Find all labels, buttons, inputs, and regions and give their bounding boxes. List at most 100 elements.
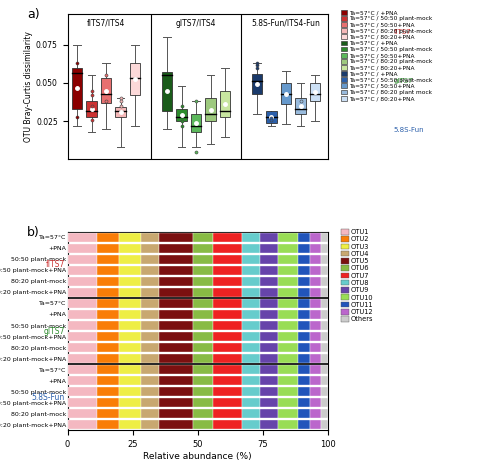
- Text: a): a): [27, 9, 40, 21]
- Bar: [298, 299, 310, 308]
- Bar: [68, 299, 96, 308]
- Bar: [213, 377, 242, 385]
- Bar: [193, 343, 213, 352]
- Bar: [278, 387, 298, 396]
- Bar: [310, 420, 321, 429]
- Bar: [310, 288, 321, 297]
- Bar: [310, 387, 321, 396]
- Bar: [68, 288, 96, 297]
- Bar: [193, 354, 213, 363]
- Bar: [321, 288, 328, 297]
- Bar: [142, 299, 160, 308]
- Bar: [68, 343, 96, 352]
- Bar: [278, 343, 298, 352]
- Bar: [72, 68, 83, 109]
- Bar: [119, 233, 142, 242]
- Bar: [321, 277, 328, 286]
- Bar: [278, 354, 298, 363]
- Bar: [160, 321, 193, 330]
- Bar: [296, 98, 306, 114]
- Text: fITS7/ITS4: fITS7/ITS4: [87, 19, 126, 28]
- Bar: [142, 321, 160, 330]
- Bar: [298, 420, 310, 429]
- Bar: [119, 420, 142, 429]
- Bar: [68, 420, 96, 429]
- Bar: [96, 343, 119, 352]
- Bar: [142, 398, 160, 407]
- Bar: [298, 387, 310, 396]
- Bar: [298, 332, 310, 341]
- Bar: [142, 233, 160, 242]
- Bar: [213, 255, 242, 263]
- Bar: [68, 244, 96, 253]
- Bar: [213, 244, 242, 253]
- Bar: [213, 420, 242, 429]
- Y-axis label: OTU Bray-Curtis dissimilarity: OTU Bray-Curtis dissimilarity: [24, 31, 33, 142]
- Bar: [96, 377, 119, 385]
- Bar: [213, 332, 242, 341]
- Bar: [260, 410, 278, 418]
- Legend: OTU1, OTU2, OTU3, OTU4, OTU5, OTU6, OTU7, OTU8, OTU9, OTU10, OTU11, OTU12, Other: OTU1, OTU2, OTU3, OTU4, OTU5, OTU6, OTU7…: [341, 229, 374, 322]
- Bar: [68, 410, 96, 418]
- Bar: [160, 420, 193, 429]
- Bar: [298, 277, 310, 286]
- Bar: [119, 410, 142, 418]
- Bar: [260, 255, 278, 263]
- Bar: [321, 354, 328, 363]
- Bar: [310, 299, 321, 308]
- Bar: [119, 288, 142, 297]
- Bar: [119, 398, 142, 407]
- Bar: [160, 377, 193, 385]
- Bar: [119, 321, 142, 330]
- Bar: [298, 244, 310, 253]
- Bar: [298, 288, 310, 297]
- Bar: [310, 277, 321, 286]
- Bar: [321, 321, 328, 330]
- Bar: [193, 377, 213, 385]
- Bar: [160, 343, 193, 352]
- Bar: [119, 343, 142, 352]
- Bar: [321, 310, 328, 319]
- Bar: [68, 365, 96, 374]
- Bar: [310, 266, 321, 275]
- Bar: [310, 321, 321, 330]
- Bar: [242, 310, 260, 319]
- Bar: [96, 321, 119, 330]
- Bar: [321, 244, 328, 253]
- Text: 5.8S-Fun: 5.8S-Fun: [394, 127, 424, 133]
- Bar: [142, 244, 160, 253]
- Bar: [213, 343, 242, 352]
- Bar: [242, 343, 260, 352]
- Bar: [119, 299, 142, 308]
- Bar: [242, 299, 260, 308]
- Bar: [278, 410, 298, 418]
- Bar: [278, 420, 298, 429]
- Bar: [242, 410, 260, 418]
- Bar: [242, 244, 260, 253]
- Bar: [242, 332, 260, 341]
- Bar: [260, 321, 278, 330]
- Bar: [142, 277, 160, 286]
- Bar: [260, 420, 278, 429]
- Bar: [160, 288, 193, 297]
- Bar: [242, 321, 260, 330]
- Bar: [260, 233, 278, 242]
- Bar: [242, 354, 260, 363]
- Bar: [242, 266, 260, 275]
- Bar: [96, 387, 119, 396]
- Bar: [119, 255, 142, 263]
- Bar: [242, 420, 260, 429]
- Bar: [119, 377, 142, 385]
- Bar: [213, 233, 242, 242]
- Bar: [213, 266, 242, 275]
- Bar: [176, 109, 187, 121]
- Bar: [298, 233, 310, 242]
- Bar: [193, 244, 213, 253]
- Bar: [96, 410, 119, 418]
- Bar: [142, 387, 160, 396]
- Bar: [96, 299, 119, 308]
- Bar: [220, 91, 230, 117]
- Bar: [310, 354, 321, 363]
- Bar: [213, 321, 242, 330]
- Bar: [162, 72, 172, 111]
